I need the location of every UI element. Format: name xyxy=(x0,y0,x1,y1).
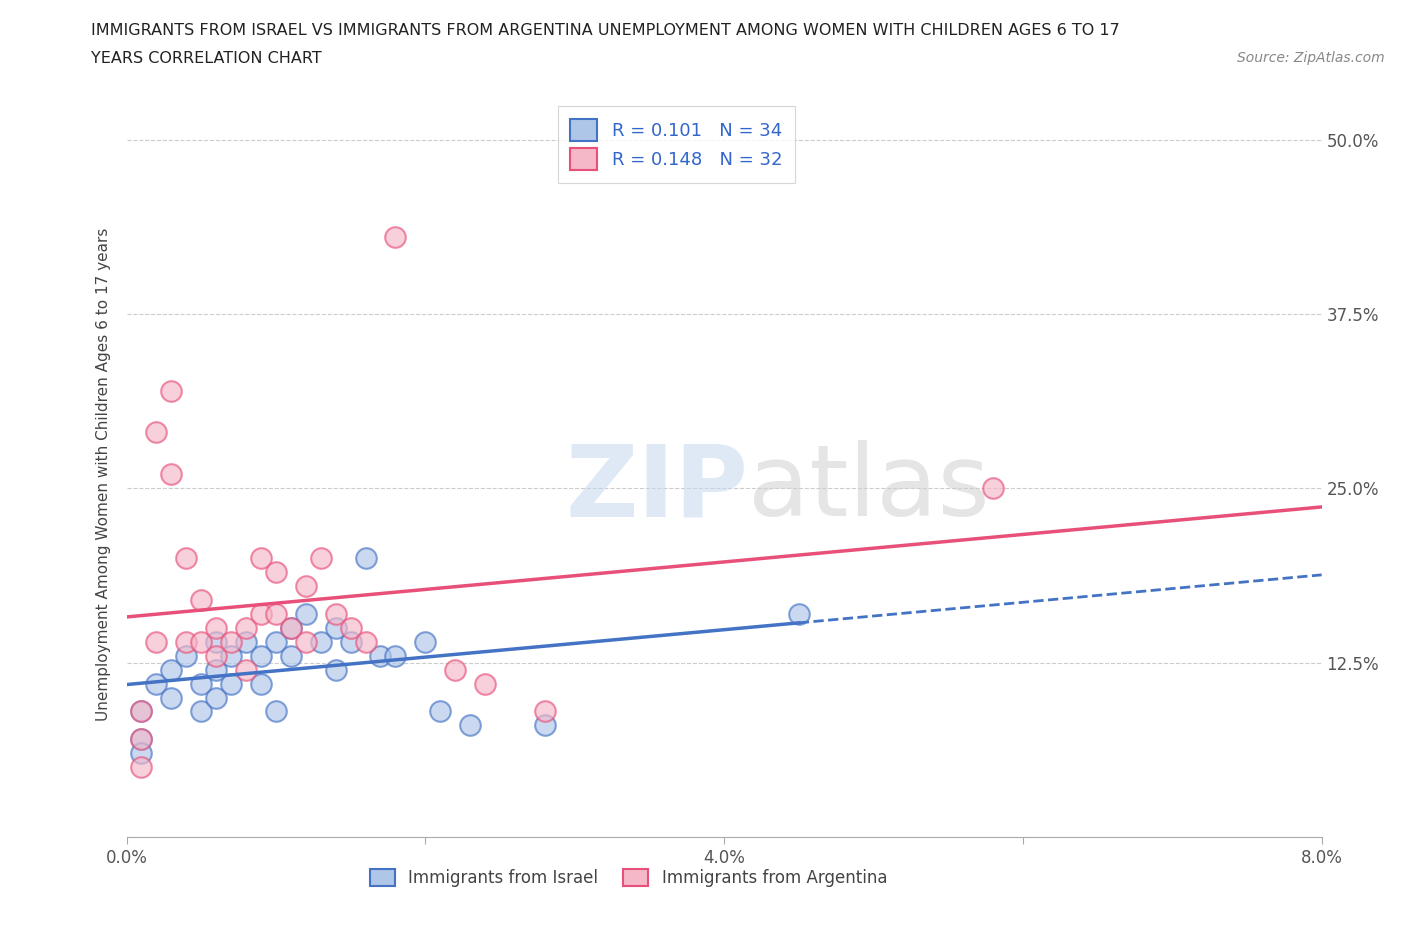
Point xyxy=(190,634,212,649)
Point xyxy=(145,425,167,440)
Text: YEARS CORRELATION CHART: YEARS CORRELATION CHART xyxy=(91,51,322,66)
Point xyxy=(458,718,481,733)
Point xyxy=(145,634,167,649)
Point xyxy=(354,634,377,649)
Point xyxy=(339,634,361,649)
Point xyxy=(131,704,153,719)
Point xyxy=(190,592,212,607)
Point xyxy=(309,551,332,565)
Point xyxy=(174,551,197,565)
Point xyxy=(533,704,555,719)
Point xyxy=(339,620,361,635)
Point xyxy=(219,634,242,649)
Point xyxy=(174,634,197,649)
Point xyxy=(280,620,302,635)
Point xyxy=(787,606,810,621)
Point xyxy=(413,634,436,649)
Point xyxy=(250,606,273,621)
Point xyxy=(384,648,406,663)
Point xyxy=(429,704,451,719)
Point xyxy=(190,704,212,719)
Point xyxy=(280,648,302,663)
Point xyxy=(474,676,496,691)
Point xyxy=(325,606,347,621)
Point xyxy=(145,676,167,691)
Point xyxy=(264,565,287,579)
Point xyxy=(264,704,287,719)
Point xyxy=(160,662,183,677)
Text: atlas: atlas xyxy=(748,440,990,538)
Point xyxy=(444,662,467,677)
Point xyxy=(160,383,183,398)
Point xyxy=(235,634,257,649)
Point xyxy=(384,230,406,245)
Y-axis label: Unemployment Among Women with Children Ages 6 to 17 years: Unemployment Among Women with Children A… xyxy=(96,228,111,721)
Point xyxy=(235,662,257,677)
Point xyxy=(264,634,287,649)
Text: Source: ZipAtlas.com: Source: ZipAtlas.com xyxy=(1237,51,1385,65)
Point xyxy=(219,676,242,691)
Point xyxy=(131,760,153,775)
Point xyxy=(131,746,153,761)
Point xyxy=(354,551,377,565)
Point xyxy=(981,481,1004,496)
Point xyxy=(205,620,228,635)
Point xyxy=(264,606,287,621)
Point xyxy=(160,690,183,705)
Point xyxy=(131,732,153,747)
Point xyxy=(280,620,302,635)
Point xyxy=(174,648,197,663)
Point xyxy=(325,620,347,635)
Point xyxy=(205,634,228,649)
Point xyxy=(205,648,228,663)
Point xyxy=(294,634,316,649)
Point xyxy=(131,732,153,747)
Text: ZIP: ZIP xyxy=(565,440,748,538)
Point xyxy=(235,620,257,635)
Point xyxy=(160,467,183,482)
Point xyxy=(294,578,316,593)
Legend: Immigrants from Israel, Immigrants from Argentina: Immigrants from Israel, Immigrants from … xyxy=(363,862,894,894)
Point xyxy=(250,676,273,691)
Point xyxy=(533,718,555,733)
Text: IMMIGRANTS FROM ISRAEL VS IMMIGRANTS FROM ARGENTINA UNEMPLOYMENT AMONG WOMEN WIT: IMMIGRANTS FROM ISRAEL VS IMMIGRANTS FRO… xyxy=(91,23,1121,38)
Point xyxy=(250,648,273,663)
Point xyxy=(325,662,347,677)
Point xyxy=(219,648,242,663)
Point xyxy=(370,648,392,663)
Point xyxy=(131,704,153,719)
Point xyxy=(250,551,273,565)
Point xyxy=(190,676,212,691)
Point xyxy=(205,690,228,705)
Point xyxy=(309,634,332,649)
Point xyxy=(294,606,316,621)
Point xyxy=(205,662,228,677)
